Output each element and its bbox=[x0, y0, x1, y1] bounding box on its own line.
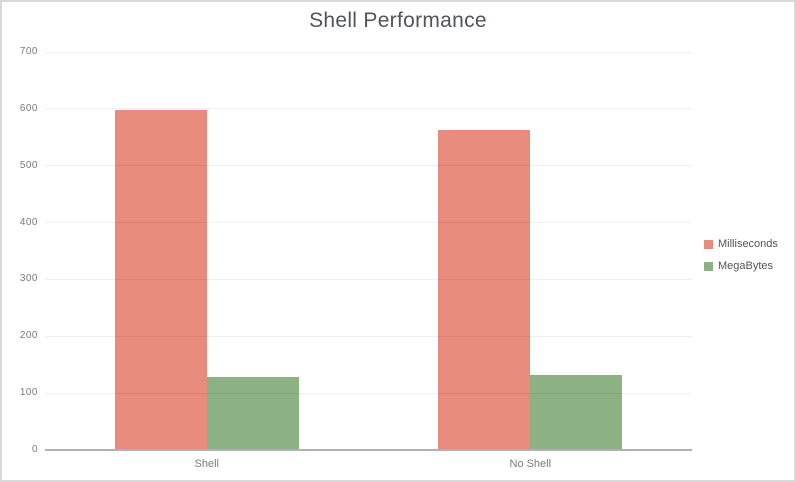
gridline-500 bbox=[45, 165, 692, 167]
category-label-no-shell: No Shell bbox=[509, 458, 552, 470]
chart-title: Shell Performance bbox=[309, 9, 487, 32]
gridline-100 bbox=[45, 392, 692, 394]
legend-label: MegaBytes bbox=[718, 260, 774, 272]
gridline-600 bbox=[45, 108, 692, 110]
gridline-400 bbox=[45, 222, 692, 224]
gridline-200 bbox=[45, 335, 692, 337]
y-tick-label-300: 300 bbox=[19, 273, 38, 285]
y-tick-label-500: 500 bbox=[19, 159, 38, 171]
legend: Milliseconds MegaBytes bbox=[704, 238, 778, 282]
legend-swatch-icon bbox=[704, 240, 713, 249]
y-tick-label-200: 200 bbox=[19, 330, 38, 342]
x-axis: Shell No Shell bbox=[45, 457, 692, 473]
legend-item-megabytes[interactable]: MegaBytes bbox=[704, 260, 778, 273]
x-axis-line bbox=[45, 449, 692, 451]
y-tick-label-100: 100 bbox=[19, 387, 38, 399]
gridline-700 bbox=[45, 51, 692, 53]
bar-no-shell-milliseconds bbox=[438, 130, 531, 450]
y-tick-label-0: 0 bbox=[31, 444, 38, 455]
bar-shell-milliseconds bbox=[114, 110, 207, 450]
y-tick-label-600: 600 bbox=[19, 102, 38, 114]
y-tick-label-400: 400 bbox=[19, 216, 38, 228]
y-tick-label-700: 700 bbox=[19, 46, 38, 57]
plot-area bbox=[45, 51, 692, 451]
gridline-300 bbox=[45, 278, 692, 280]
bar-shell-megabytes bbox=[206, 376, 299, 450]
bar-no-shell-megabytes bbox=[530, 374, 623, 450]
legend-swatch-icon bbox=[704, 262, 713, 271]
category-label-shell: Shell bbox=[194, 458, 219, 470]
legend-item-milliseconds[interactable]: Milliseconds bbox=[704, 238, 778, 251]
legend-label: Milliseconds bbox=[718, 238, 778, 250]
y-axis: 0 100 200 300 400 500 600 700 bbox=[6, 0, 38, 482]
